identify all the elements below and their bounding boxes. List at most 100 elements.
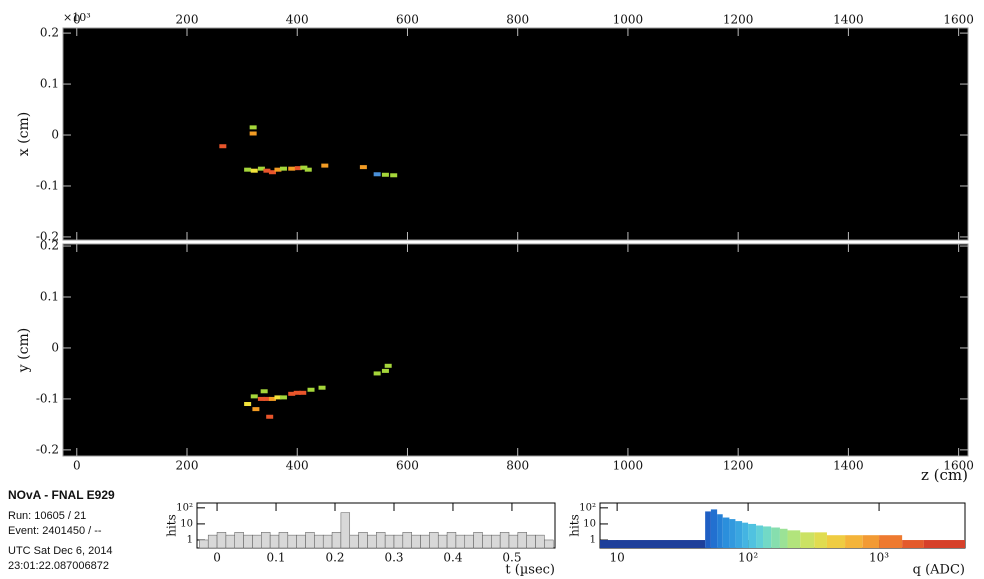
hist-bar <box>902 540 924 548</box>
hist-bar <box>323 535 332 548</box>
x-axis-label: z (cm) <box>921 466 968 484</box>
hist-bar <box>863 535 879 548</box>
experiment-title: NOvA - FNAL E929 <box>8 488 115 502</box>
hist-bar <box>394 535 403 548</box>
hit <box>250 131 257 135</box>
x-tick-label: 600 <box>396 13 419 27</box>
hist-bar <box>208 535 217 548</box>
hit <box>305 168 312 172</box>
hist-bar <box>756 526 763 549</box>
y-tick-label: 0.2 <box>40 239 59 253</box>
hist-bar <box>367 535 376 548</box>
hist-bar <box>217 532 226 548</box>
hist-bar <box>527 535 536 548</box>
x-tick-label: 1200 <box>723 459 754 473</box>
y-tick-label: 10 <box>180 518 193 529</box>
hist-bar <box>845 535 863 548</box>
hist-bar <box>771 528 780 548</box>
hist-bar <box>314 535 323 548</box>
hist-bar <box>748 524 756 548</box>
hit <box>382 173 389 177</box>
hist-bar <box>244 535 253 548</box>
hist-bar <box>341 513 350 548</box>
hist-bar <box>711 509 717 548</box>
x-tick-label: 0.1 <box>266 551 285 565</box>
x-tick-label: 0 <box>73 459 81 473</box>
hit <box>319 386 326 390</box>
y-tick-label: 10² <box>176 502 193 513</box>
hit <box>382 369 389 373</box>
hist-bar <box>500 532 509 548</box>
hist-bar <box>705 511 711 548</box>
hist-bar <box>518 532 527 548</box>
hist-bar <box>350 535 359 548</box>
hit <box>261 389 268 393</box>
hist-bar <box>332 532 341 548</box>
x-tick-label: 800 <box>506 13 529 27</box>
x-tick-label: 400 <box>286 459 309 473</box>
event-display: NOvA - FNAL E929 Run: 10605 / 21 Event: … <box>0 0 984 579</box>
hit <box>244 402 251 406</box>
hist-bar <box>742 523 748 548</box>
hist-bar <box>788 530 801 548</box>
run-info: Run: 10605 / 21 <box>8 510 86 522</box>
hist-bar <box>429 532 438 548</box>
y-tick-label: 1 <box>187 534 193 545</box>
hist-bar <box>199 540 208 548</box>
plot-area <box>63 244 968 456</box>
hist-bar <box>800 532 814 548</box>
x-tick-label: 1200 <box>723 13 754 27</box>
hist-bar <box>412 535 421 548</box>
hist-bar <box>723 518 730 548</box>
y-tick-label: 0.1 <box>40 77 59 91</box>
hist-bar <box>717 514 723 548</box>
x-tick-label: 0.4 <box>443 551 462 565</box>
plot-area <box>63 28 968 240</box>
y-tick-label: -0.1 <box>36 391 59 405</box>
hist-bar <box>288 535 297 548</box>
hist-bar <box>814 532 827 548</box>
event-info: Event: 2401450 / -- <box>8 525 102 537</box>
y-axis-label: y (cm) <box>16 328 32 373</box>
y-tick-label: 1 <box>590 535 596 546</box>
x-tick-label: 10² <box>738 551 758 565</box>
hit <box>385 364 392 368</box>
hist-bar <box>509 535 518 548</box>
hist-bar <box>544 540 553 548</box>
x-tick-label: 0.3 <box>384 551 403 565</box>
date-info: UTC Sat Dec 6, 2014 <box>8 545 113 557</box>
x-tick-label: 0.2 <box>325 551 344 565</box>
x-axis-label: t (µsec) <box>505 563 555 578</box>
hist-bar <box>482 535 491 548</box>
hist-bar <box>270 535 279 548</box>
y-tick-label: 10² <box>579 502 596 513</box>
hit <box>374 371 381 375</box>
hit <box>308 388 315 392</box>
x-tick-label: 400 <box>286 13 309 27</box>
hit <box>251 394 258 398</box>
hist-bar <box>827 535 845 548</box>
x-tick-label: 0 <box>213 551 221 565</box>
hist-bar <box>226 535 235 548</box>
hist-bar <box>447 532 456 548</box>
y-axis-label: hits <box>165 514 179 537</box>
x-tick-label: 200 <box>176 459 199 473</box>
hist-bar <box>438 535 447 548</box>
hist-bar <box>465 535 474 548</box>
hist-bar <box>536 535 545 548</box>
hist-bar <box>474 532 483 548</box>
time-info: 23:01:22.087006872 <box>8 560 109 572</box>
x-tick-label: 200 <box>176 13 199 27</box>
hist-bar <box>924 540 965 548</box>
hist-bar <box>261 532 270 548</box>
y-tick-label: 0 <box>51 340 59 354</box>
hit <box>360 165 367 169</box>
y-axis-label: hits <box>568 514 582 537</box>
x-tick-label: 600 <box>396 459 419 473</box>
hist-bar <box>235 532 244 548</box>
hit <box>219 144 226 148</box>
hit <box>321 164 328 168</box>
hist-bar <box>421 535 430 548</box>
y-tick-label: 0 <box>51 128 59 142</box>
hist-bar <box>403 532 412 548</box>
